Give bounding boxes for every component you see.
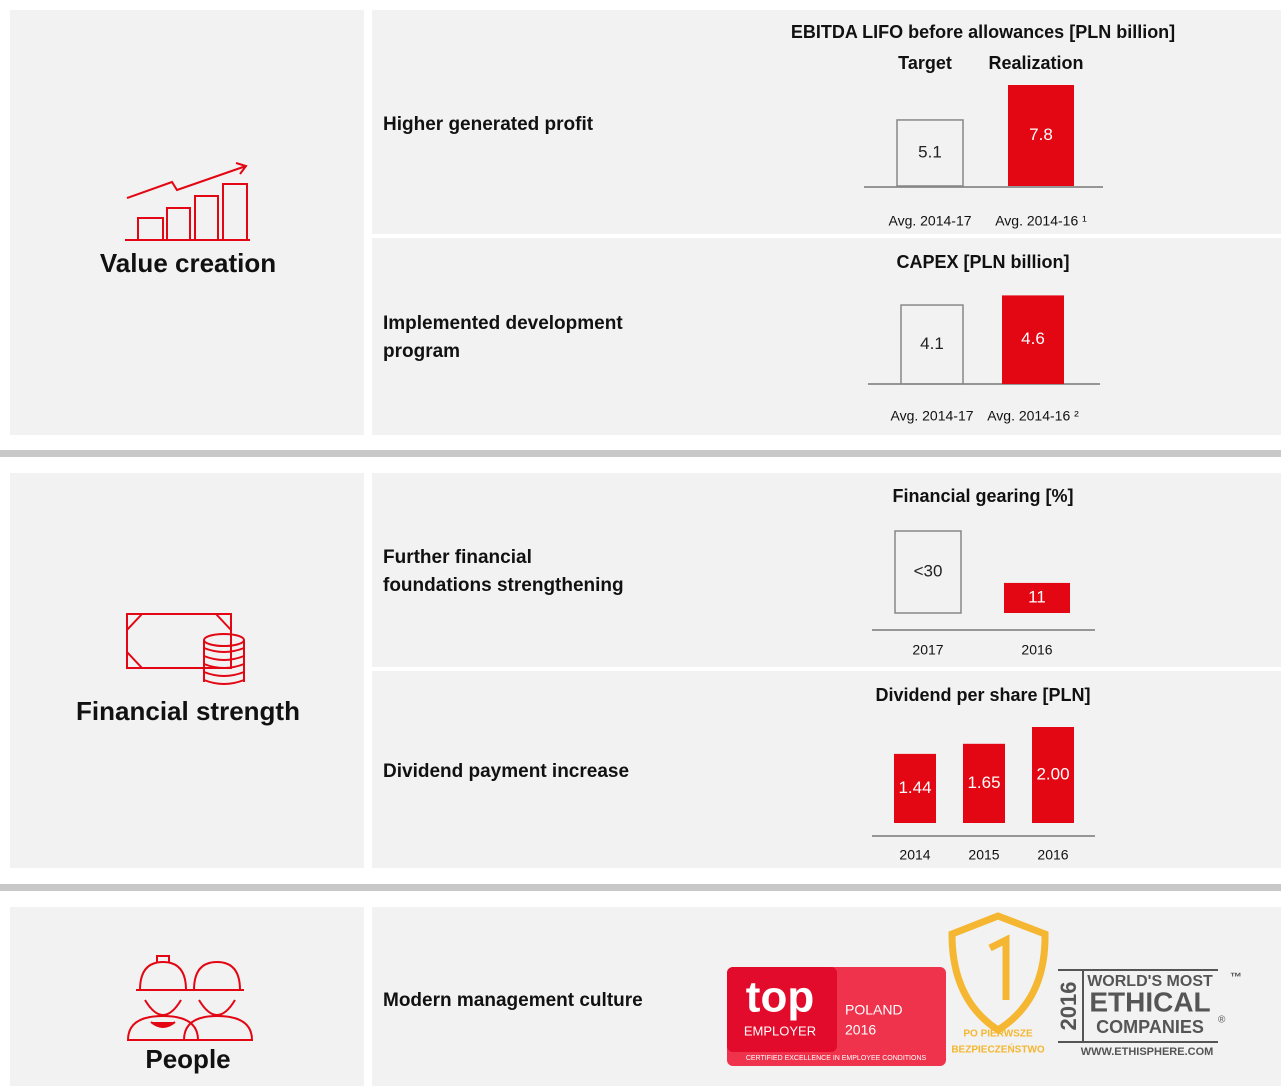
section-title: Value creation	[100, 248, 276, 278]
category-label: 2014	[899, 847, 930, 863]
value-label: 4.6	[1021, 329, 1045, 348]
value-label: 4.1	[920, 334, 944, 353]
logo-text: EMPLOYER	[744, 1023, 816, 1038]
safety-logo: PO PIERWSZE BEZPIECZEŃSTWO	[948, 912, 1049, 1056]
section-title: People	[145, 1044, 230, 1074]
category-label: 2016	[1021, 642, 1052, 658]
bar	[1008, 85, 1074, 186]
bar	[1004, 582, 1070, 613]
logo-text: WORLD'S MOST	[1087, 973, 1213, 990]
logo-text: ETHICAL	[1089, 986, 1210, 1017]
value-icon	[125, 162, 250, 241]
row-label: Implemented development	[383, 313, 623, 334]
bar	[1032, 727, 1074, 823]
value-label: 1.65	[967, 773, 1000, 792]
ethisphere-logo: 2016 WORLD'S MOST ETHICAL COMPANIES WWW.…	[1056, 969, 1242, 1058]
bar	[963, 743, 1005, 823]
bar	[900, 304, 964, 385]
logo-text: ™	[1230, 970, 1242, 984]
row-label: foundations strengthening	[383, 575, 624, 596]
category-label: Avg. 2014-17	[888, 213, 971, 229]
category-label: Avg. 2014-17	[890, 408, 973, 424]
logo-text: CERTIFIED EXCELLENCE IN EMPLOYEE CONDITI…	[746, 1055, 927, 1062]
value-label: 1.44	[898, 778, 931, 797]
top-employer-logo: top EMPLOYER POLAND 2016 CERTIFIED EXCEL…	[727, 967, 946, 1066]
column-header: Realization	[988, 53, 1083, 73]
chart-title: Dividend per share [PLN]	[875, 685, 1090, 705]
row-label: program	[383, 341, 460, 362]
value-label: <30	[914, 561, 943, 580]
column-header: Target	[898, 53, 952, 73]
logo-text: COMPANIES	[1096, 1017, 1204, 1037]
category-label: 2015	[968, 847, 999, 863]
logo-text: 2016	[1056, 982, 1081, 1031]
people-icon	[126, 955, 254, 1041]
chart-title: EBITDA LIFO before allowances [PLN billi…	[791, 22, 1175, 42]
row-label: Higher generated profit	[383, 114, 594, 135]
category-label: Avg. 2014-16 ²	[987, 408, 1079, 424]
logo-text: 2016	[845, 1022, 876, 1038]
logo-text: WWW.ETHISPHERE.COM	[1081, 1046, 1214, 1058]
category-label: 2016	[1037, 847, 1068, 863]
logo-text: BEZPIECZEŃSTWO	[951, 1043, 1045, 1056]
row-label: Modern management culture	[383, 990, 643, 1011]
value-label: 5.1	[918, 142, 942, 161]
logo-text: PO PIERWSZE	[963, 1029, 1033, 1040]
row-label: Further financial	[383, 547, 532, 568]
logo-text: ®	[1218, 1015, 1226, 1026]
chart-title: Financial gearing [%]	[892, 486, 1073, 506]
bar	[1002, 295, 1064, 384]
value-label: 11	[1028, 587, 1046, 606]
category-label: Avg. 2014-16 ¹	[995, 213, 1087, 229]
row-label: Dividend payment increase	[383, 761, 629, 782]
logo-text: top	[746, 973, 814, 1022]
category-label: 2017	[912, 642, 943, 658]
panels	[0, 10, 1281, 1086]
bar	[894, 530, 962, 614]
bar	[896, 119, 964, 187]
value-label: 2.00	[1036, 764, 1069, 783]
bar	[894, 753, 936, 823]
money-icon	[126, 613, 245, 685]
value-label: 7.8	[1029, 125, 1053, 144]
section-title: Financial strength	[76, 696, 300, 726]
chart-title: CAPEX [PLN billion]	[897, 252, 1070, 272]
logo-text: POLAND	[845, 1002, 903, 1018]
